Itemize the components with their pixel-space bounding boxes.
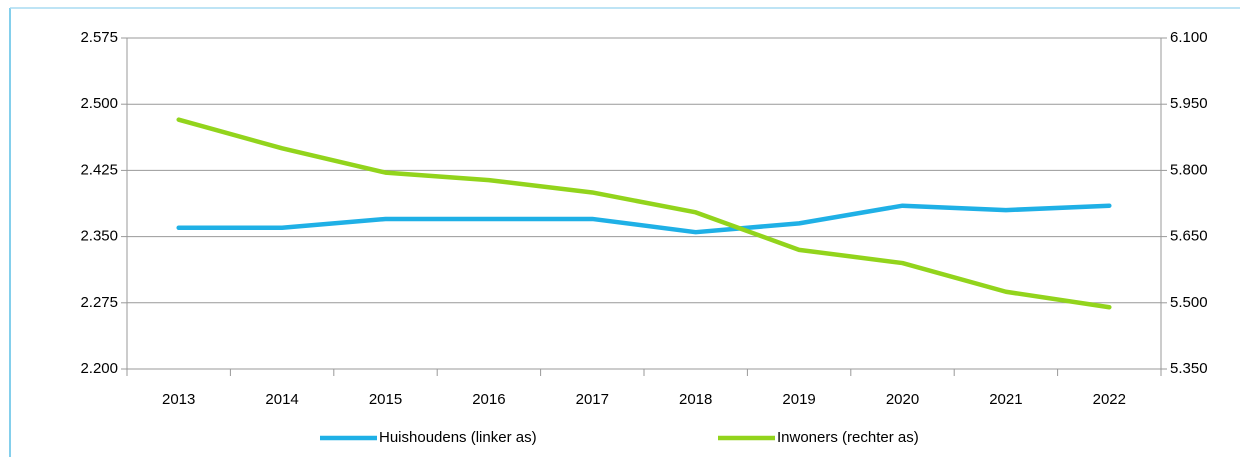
y-tick-label: 2.500 [80,95,118,112]
y-tick-label: 2.425 [80,161,118,178]
x-tick-label: 2020 [886,391,919,408]
x-tick-label: 2015 [369,391,402,408]
x-tick-label: 2017 [576,391,609,408]
y2-tick-label: 5.950 [1170,95,1208,112]
x-tick-label: 2013 [162,391,195,408]
y2-tick-label: 5.500 [1170,294,1208,311]
y-tick-label: 2.200 [80,360,118,377]
x-tick-label: 2022 [1093,391,1126,408]
x-tick-label: 2016 [472,391,505,408]
x-tick-label: 2019 [782,391,815,408]
y2-tick-label: 6.100 [1170,29,1208,46]
series-line [176,203,1112,235]
series-line [176,117,1112,310]
y2-tick-label: 5.350 [1170,360,1208,377]
y-tick-label: 2.350 [80,228,118,245]
x-tick-label: 2014 [265,391,298,408]
y-tick-label: 2.575 [80,29,118,46]
y2-tick-label: 5.800 [1170,161,1208,178]
legend-label: Inwoners (rechter as) [777,429,919,446]
x-tick-label: 2021 [989,391,1022,408]
y2-tick-label: 5.650 [1170,228,1208,245]
y-tick-label: 2.275 [80,294,118,311]
legend-label: Huishoudens (linker as) [379,429,537,446]
x-tick-label: 2018 [679,391,712,408]
